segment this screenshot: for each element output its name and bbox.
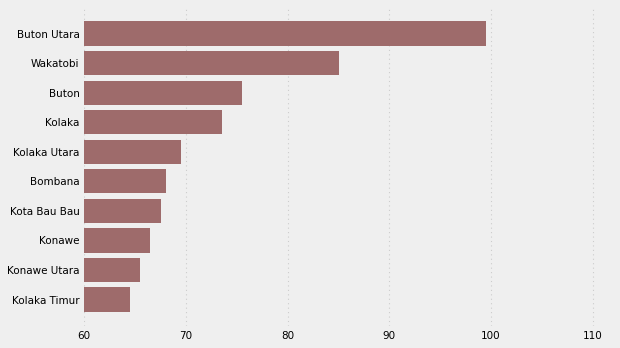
Bar <box>0 199 161 223</box>
Bar <box>0 22 486 46</box>
Bar <box>0 81 242 105</box>
Bar <box>0 258 140 282</box>
Bar <box>0 287 130 312</box>
Bar <box>0 169 166 193</box>
Bar <box>0 228 151 253</box>
Bar <box>0 140 181 164</box>
Bar <box>0 51 339 75</box>
Bar <box>0 110 221 134</box>
